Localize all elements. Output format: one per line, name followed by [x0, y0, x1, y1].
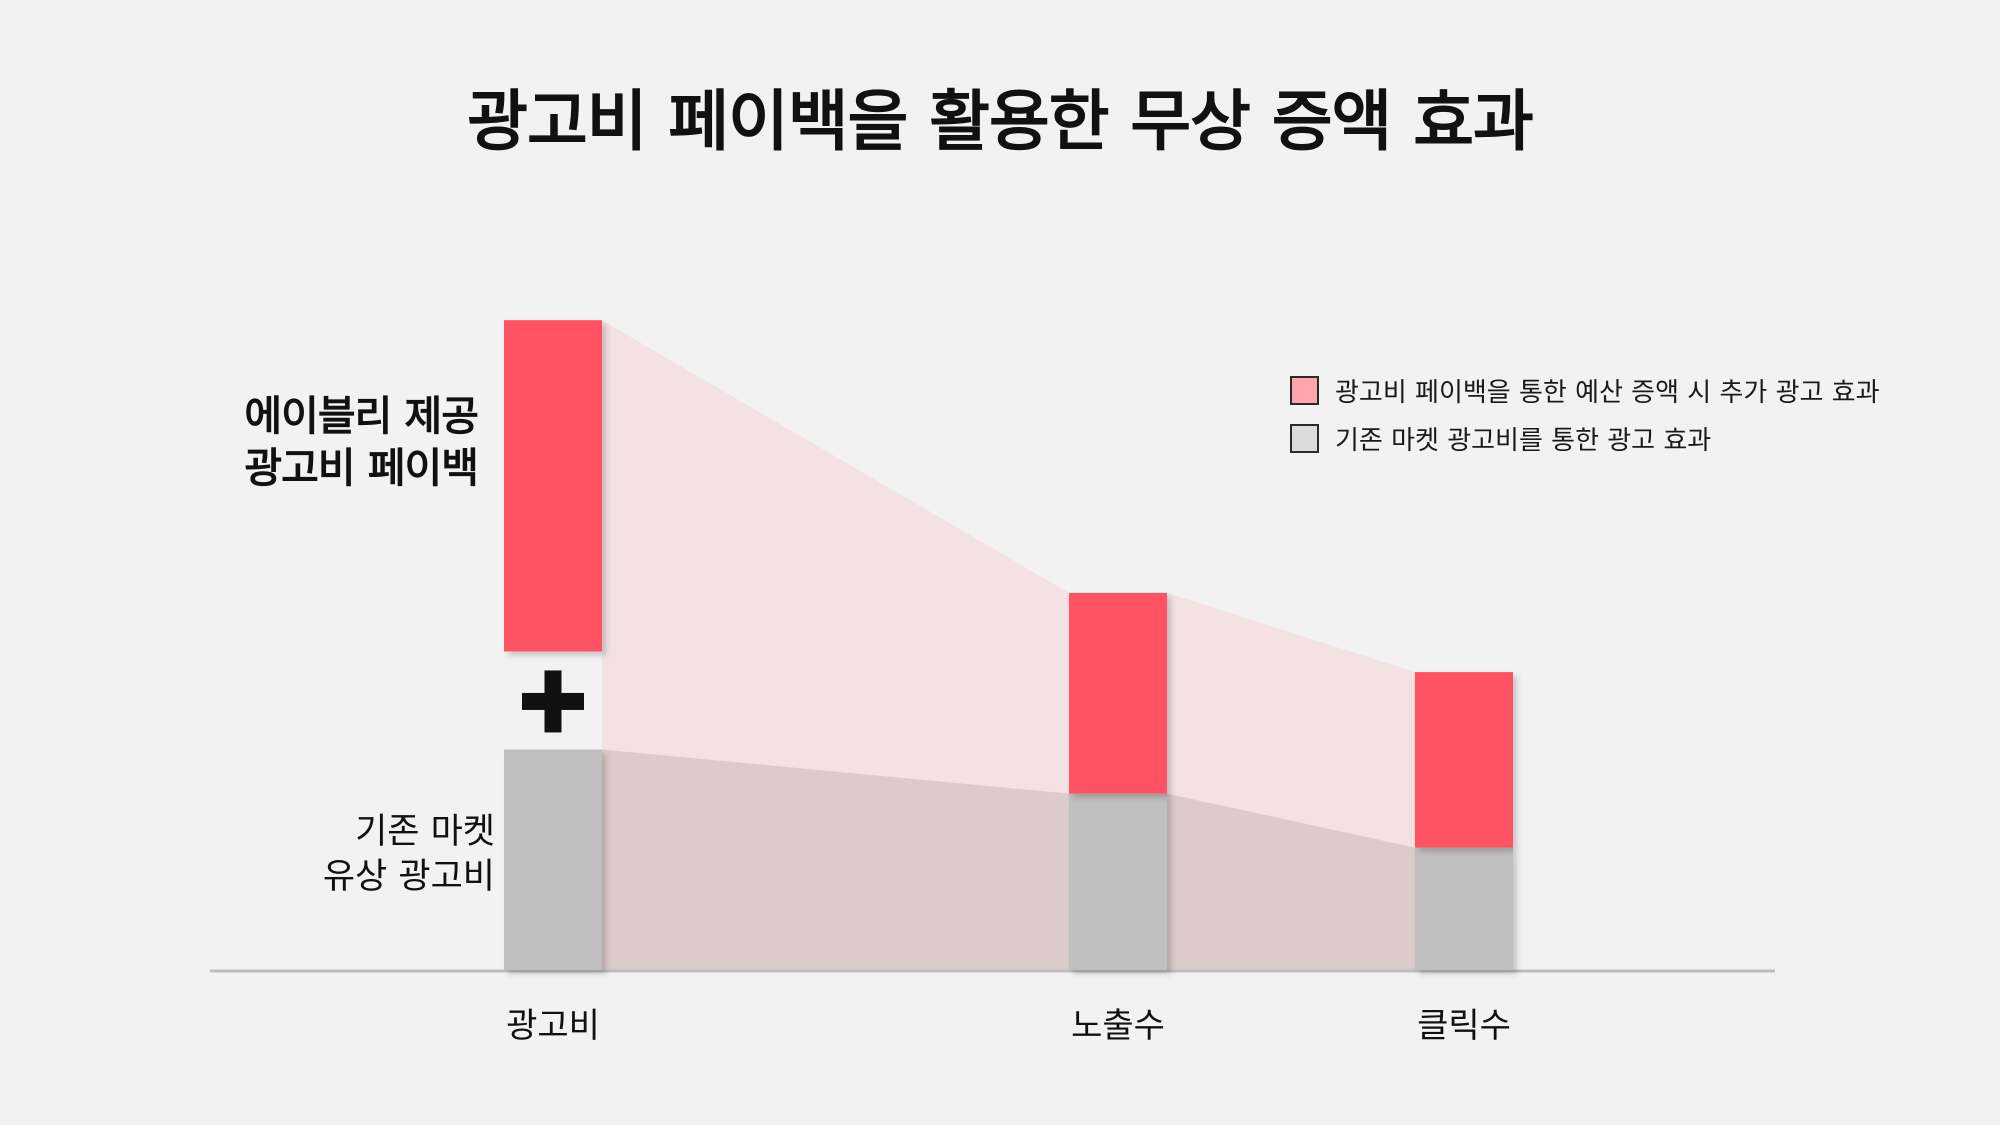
payback-annotation-line-1: 에이블리 제공 — [244, 392, 479, 440]
plus-vertical-bar — [544, 670, 562, 733]
bar-existing-3 — [1415, 847, 1513, 970]
category-label-3: 클릭수 — [1417, 1006, 1511, 1046]
legend-item-payback: 광고비 페이백을 통한 예산 증액 시 추가 광고 효과 — [1290, 366, 1880, 414]
payback-annotation-line-2: 광고비 페이백 — [244, 444, 479, 493]
paid-ad-annotation: 기존 마켓 유상 광고비 — [323, 810, 495, 900]
paid-ad-annotation-line-1: 기존 마켓 — [355, 812, 495, 852]
legend-swatch-payback — [1290, 375, 1319, 405]
flow-area-bottom — [1167, 793, 1415, 970]
legend-label-payback: 광고비 페이백을 통한 예산 증액 시 추가 광고 효과 — [1335, 377, 1880, 408]
category-label-2: 노출수 — [1071, 1006, 1165, 1046]
bar-existing-2 — [1069, 793, 1167, 970]
category-labels: 광고비 노출수 클릭수 — [506, 1006, 1511, 1046]
flow-area-bottom — [602, 749, 1069, 970]
paid-ad-annotation-line-2: 유상 광고비 — [322, 856, 495, 897]
flow-areas — [602, 320, 1415, 970]
flow-area-top — [1167, 592, 1415, 848]
plus-icon — [522, 670, 584, 733]
payback-annotation: 에이블리 제공 광고비 페이백 — [244, 390, 479, 495]
bar-group — [504, 320, 1513, 970]
chart-title: 광고비 페이백을 활용한 무상 증액 효과 — [467, 83, 1533, 160]
category-label-1: 광고비 — [506, 1006, 600, 1046]
bar-payback-2 — [1069, 592, 1167, 794]
legend-swatch-existing — [1290, 423, 1319, 453]
chart-legend: 광고비 페이백을 통한 예산 증액 시 추가 광고 효과 기존 마켓 광고비를 … — [1290, 366, 1880, 462]
legend-label-existing: 기존 마켓 광고비를 통한 광고 효과 — [1335, 425, 1712, 456]
flow-area-top — [602, 320, 1069, 794]
bar-existing-1 — [504, 749, 602, 970]
legend-item-existing: 기존 마켓 광고비를 통한 광고 효과 — [1290, 414, 1880, 462]
bar-payback-1 — [504, 320, 602, 652]
bar-payback-3 — [1415, 672, 1513, 848]
